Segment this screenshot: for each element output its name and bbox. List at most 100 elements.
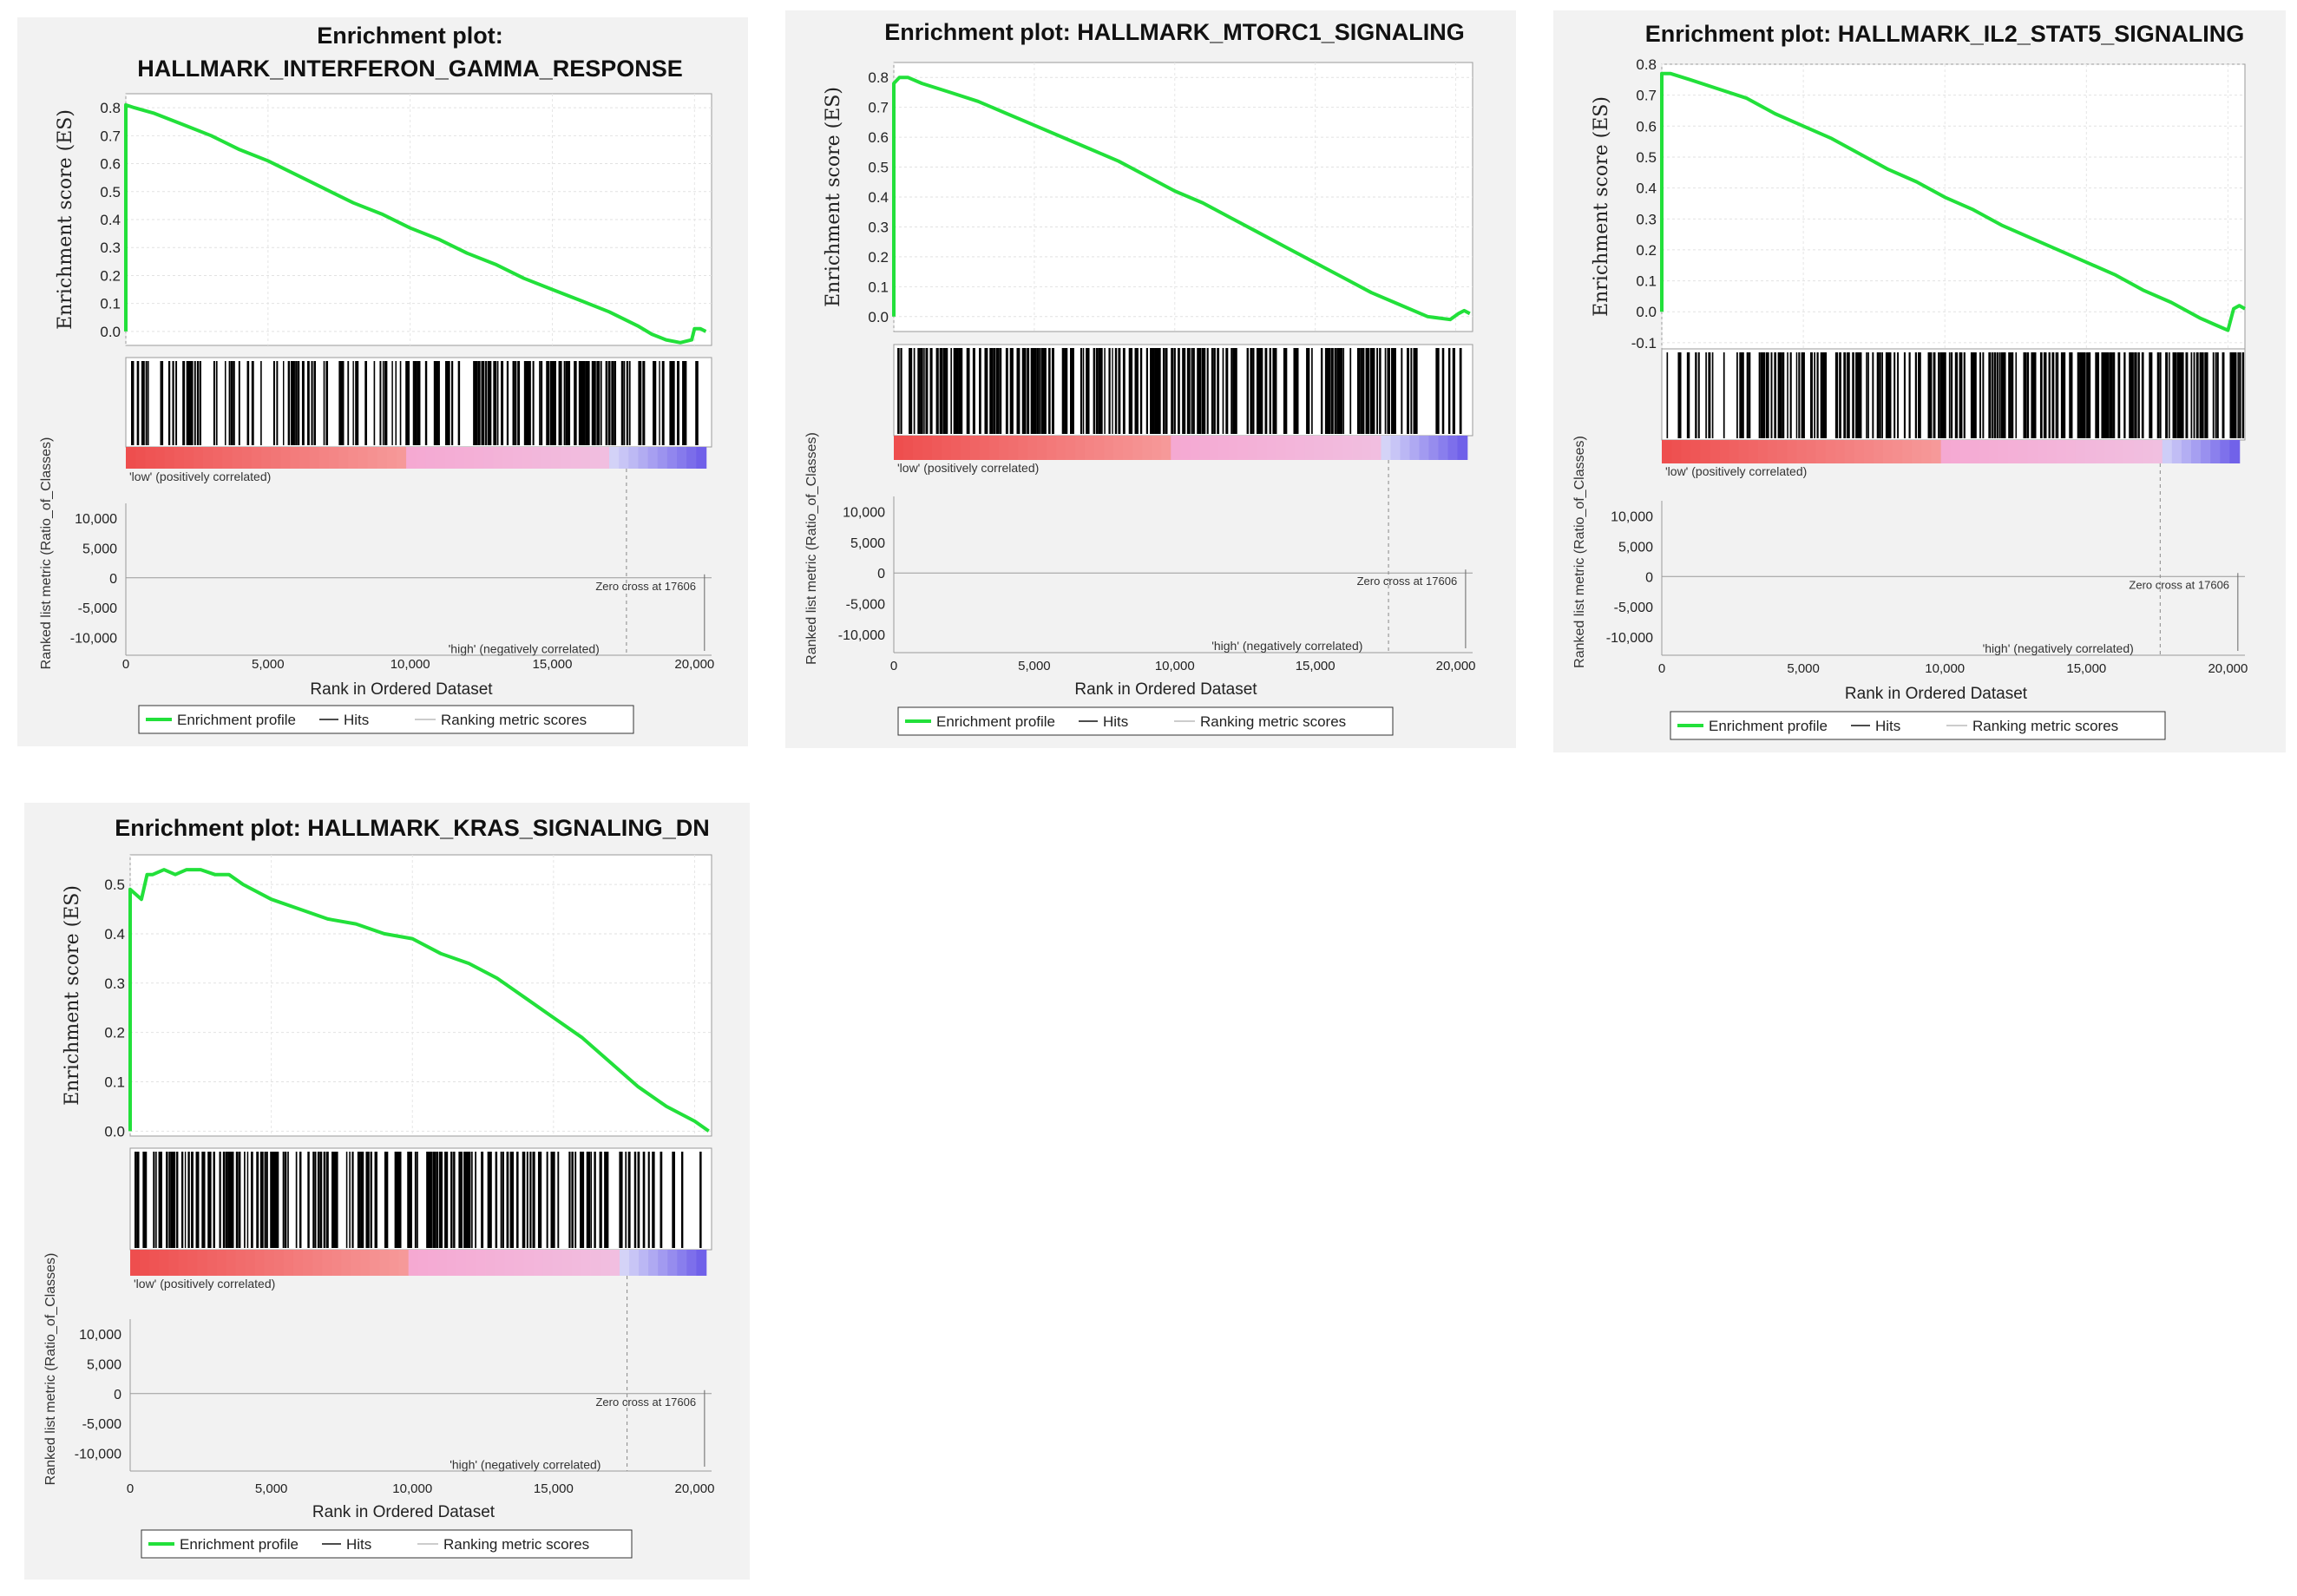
chart3-es-curve	[1660, 71, 2246, 332]
chart1-title-line-1: Enrichment plot:	[317, 23, 503, 49]
chart3-heat-cell	[1690, 440, 1702, 463]
chart4-heat-cell	[436, 1250, 448, 1276]
chart4-heat-cell	[590, 1250, 601, 1276]
chart2-heat-cell	[1400, 436, 1411, 460]
chart2-heat-cell	[894, 436, 904, 460]
chart2-heat-cell	[1381, 436, 1392, 460]
chart2-heat-cell	[999, 436, 1009, 460]
chart1-legend-box	[138, 705, 634, 734]
chart2-heat-cell	[1257, 436, 1268, 460]
chart4-neg-corr-label: 'high' (negatively correlated)	[450, 1457, 601, 1471]
chart4-x-tick-label: 15,000	[534, 1481, 574, 1496]
chart3-heat-cell	[2027, 440, 2038, 463]
chart1-metric-tick-label: 10,000	[75, 512, 117, 527]
chart3-heat-cell	[2008, 440, 2019, 463]
chart2-heat-cell	[1447, 436, 1459, 460]
chart3-heat-cell	[2220, 440, 2231, 463]
chart2-x-axis-label: Rank in Ordered Dataset	[1074, 680, 1257, 699]
chart4-heat-cell	[523, 1250, 535, 1276]
chart2-pos-corr-label: 'low' (positively correlated)	[897, 461, 1039, 475]
chart3-heat-cell	[1969, 440, 1980, 463]
chart4-es-axis-label: Enrichment score (ES)	[62, 885, 83, 1106]
chart2-heat-cell	[1094, 436, 1105, 460]
chart1-heat-cell	[280, 447, 292, 469]
chart1-heat-cell	[318, 447, 330, 469]
chart1-heat-cell	[213, 447, 224, 469]
chart3-heat-cell	[1940, 440, 1952, 463]
chart2-metric-axis-label: Ranked list metric (Ratio_of_Classes)	[804, 432, 819, 665]
chart3-heat-cell	[1931, 440, 1942, 463]
chart3-heat-cell	[1815, 440, 1827, 463]
chart2-heat-cell	[1390, 436, 1401, 460]
chart4-heat-cell	[226, 1250, 237, 1276]
enrichment-plot-svg-4: Enrichment plot: HALLMARK_KRAS_SIGNALING…	[43, 815, 715, 1559]
chart3-heat-cell	[2114, 440, 2125, 463]
chart2-heat-cell	[1056, 436, 1066, 460]
chart4-heat-cell	[696, 1250, 707, 1276]
chart4-x-tick-label: 20,000	[675, 1481, 715, 1496]
chart2-heat-cell	[1428, 436, 1440, 460]
chart2-x-tick-label: 5,000	[1018, 659, 1051, 673]
chart1-heat-cell	[241, 447, 253, 469]
chart3-x-tick-label: 0	[1658, 661, 1665, 676]
chart4-heat-cell	[178, 1250, 189, 1276]
chart2-heat-cell	[1362, 436, 1373, 460]
chart4-heat-cell	[273, 1250, 285, 1276]
chart1-heat-cell	[677, 447, 687, 469]
chart2-es-tick-label: 0.5	[868, 160, 889, 176]
chart3-heat-cell	[2229, 440, 2241, 463]
enrichment-plot-panel-2: Enrichment plot: HALLMARK_MTORC1_SIGNALI…	[785, 10, 1516, 748]
chart2-heat-cell	[1075, 436, 1086, 460]
chart2-heat-cell	[903, 436, 914, 460]
chart1-heat-cell	[666, 447, 678, 469]
chart4-es-tick-label: 0.4	[104, 926, 125, 942]
chart4-x-tick-label: 0	[127, 1481, 134, 1496]
chart4-es-tick-label: 0.1	[104, 1074, 125, 1090]
enrichment-plot-panel-1: Enrichment plot: HALLMARK_INTERFERON_GAMM…	[17, 17, 748, 746]
chart3-heat-cell	[2171, 440, 2182, 463]
chart4-heat-cell	[140, 1250, 150, 1276]
chart1-heat-cell	[126, 447, 136, 469]
chart4-heat-cell	[456, 1250, 467, 1276]
chart1-heat-cell	[502, 447, 514, 469]
chart3-heat-cell	[1768, 440, 1778, 463]
chart3-heat-cell	[1748, 440, 1759, 463]
chart1-metric-tick-label: 5,000	[82, 542, 117, 556]
chart3-metric-tick-label: -5,000	[1614, 601, 1653, 615]
chart1-heat-cell	[463, 447, 475, 469]
chart1-legend-hits-label: Hits	[344, 712, 369, 728]
chart3-metric-tick-label: 10,000	[1611, 509, 1653, 524]
chart3-title-line-1: Enrichment plot: HALLMARK_IL2_STAT5_SIGN…	[1645, 21, 2245, 47]
chart4-heat-cell	[331, 1250, 343, 1276]
chart2-legend-hits-label: Hits	[1103, 713, 1128, 730]
chart4-heat-cell	[495, 1250, 506, 1276]
chart3-heat-cell	[1700, 440, 1711, 463]
chart1-x-tick-label: 0	[122, 657, 129, 672]
chart3-es-tick-label: 0.6	[1636, 118, 1657, 135]
chart2-heat-cell	[932, 436, 942, 460]
chart3-es-plot-area	[1661, 63, 2246, 350]
chart2-heat-cell	[1237, 436, 1249, 460]
chart1-zero-cross-label: Zero cross at 17606	[595, 580, 696, 593]
chart3-heat-cell	[1729, 440, 1740, 463]
chart2-x-tick-label: 20,000	[1436, 659, 1476, 673]
chart2-heat-cell	[1085, 436, 1095, 460]
chart3-heat-cell	[2133, 440, 2144, 463]
chart2-heat-cell	[1333, 436, 1344, 460]
chart3-heat-cell	[1710, 440, 1721, 463]
chart2-heat-cell	[1228, 436, 1239, 460]
chart1-heat-cell	[638, 447, 649, 469]
chart1-heat-cell	[193, 447, 204, 469]
chart4-legend-box	[141, 1529, 633, 1559]
chart3-heat-cell	[1854, 440, 1865, 463]
chart1-legend-es-label: Enrichment profile	[177, 712, 296, 728]
chart1-metric-tick-label: -10,000	[70, 631, 117, 646]
chart1-metric-tick-label: -5,000	[78, 601, 117, 616]
chart4-metric-tick-label: 5,000	[87, 1357, 121, 1372]
chart4-heat-cell	[216, 1250, 227, 1276]
chart2-es-curve	[892, 76, 1471, 322]
chart4-metric-tick-label: 10,000	[79, 1328, 121, 1343]
chart1-es-tick-label: 0.8	[100, 100, 121, 116]
enrichment-plot-panel-4: Enrichment plot: HALLMARK_KRAS_SIGNALING…	[24, 803, 750, 1580]
chart2-heat-cell	[1008, 436, 1019, 460]
